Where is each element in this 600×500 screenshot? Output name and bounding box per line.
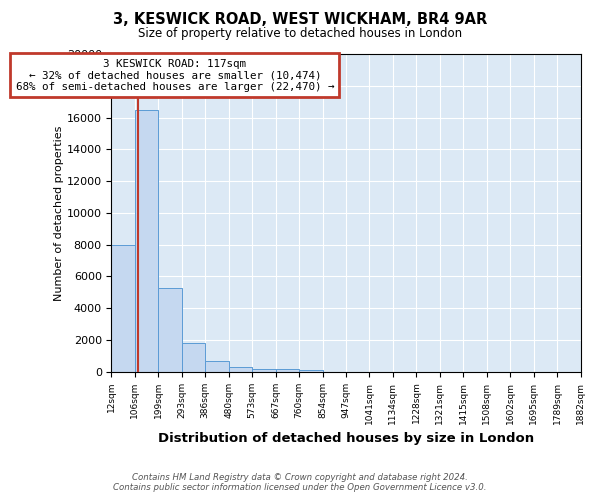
Bar <box>112 244 135 372</box>
Bar <box>182 343 205 372</box>
Bar <box>299 370 323 372</box>
Bar <box>275 370 299 372</box>
Bar <box>135 110 158 372</box>
Bar <box>229 368 252 372</box>
Text: Contains HM Land Registry data © Crown copyright and database right 2024.
Contai: Contains HM Land Registry data © Crown c… <box>113 473 487 492</box>
Bar <box>205 360 229 372</box>
Text: 3, KESWICK ROAD, WEST WICKHAM, BR4 9AR: 3, KESWICK ROAD, WEST WICKHAM, BR4 9AR <box>113 12 487 28</box>
Text: 3 KESWICK ROAD: 117sqm
← 32% of detached houses are smaller (10,474)
68% of semi: 3 KESWICK ROAD: 117sqm ← 32% of detached… <box>16 59 334 92</box>
Bar <box>252 368 275 372</box>
Text: Size of property relative to detached houses in London: Size of property relative to detached ho… <box>138 28 462 40</box>
Y-axis label: Number of detached properties: Number of detached properties <box>54 125 64 300</box>
Bar <box>158 288 182 372</box>
X-axis label: Distribution of detached houses by size in London: Distribution of detached houses by size … <box>158 432 534 445</box>
